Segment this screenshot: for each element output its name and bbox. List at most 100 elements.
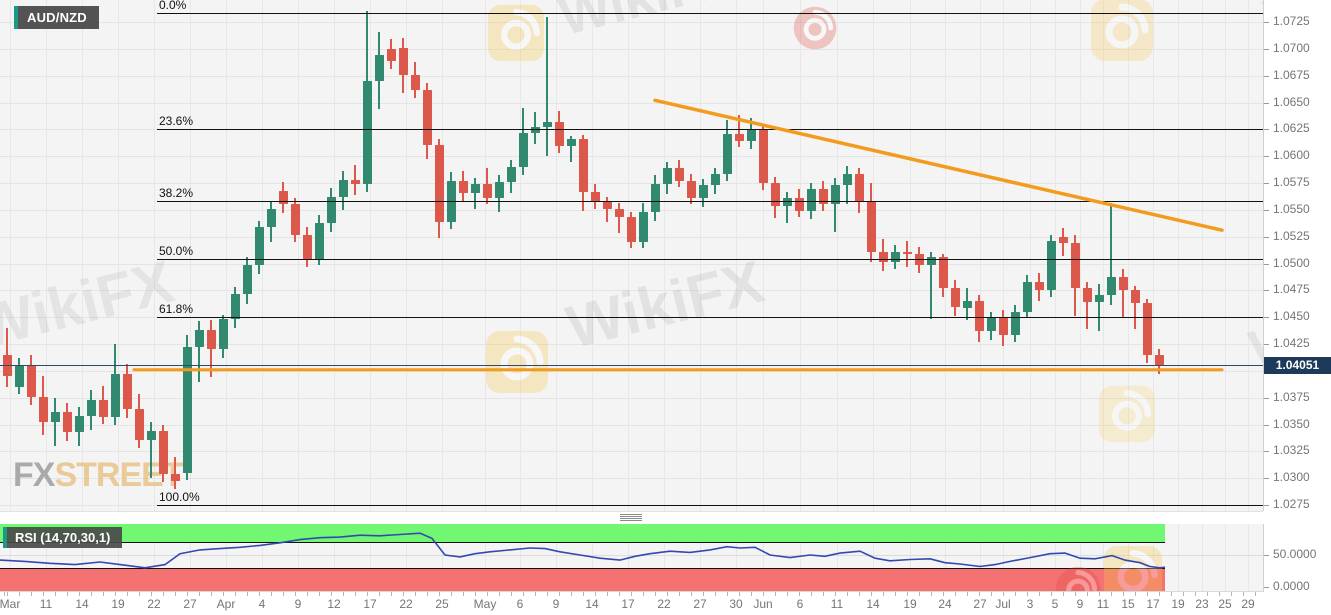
candle-up <box>963 301 972 308</box>
rsi-gridline-vertical <box>1202 524 1203 591</box>
rsi-polyline <box>0 532 1166 569</box>
gridline-horizontal <box>0 290 1263 292</box>
candle-down <box>867 202 876 252</box>
price-axis-label: 1.0625 <box>1273 121 1310 136</box>
candle-wick <box>174 456 176 489</box>
gridline-vertical <box>700 0 701 511</box>
gridline-horizontal <box>0 451 1263 453</box>
gridline-vertical <box>190 0 191 511</box>
fib-level-line <box>157 317 1263 319</box>
candle-down <box>855 174 864 203</box>
gridline-vertical <box>1030 0 1031 511</box>
rsi-gridline-vertical <box>910 524 911 591</box>
gridline-vertical <box>1225 0 1226 511</box>
rsi-gridline-vertical <box>800 524 801 591</box>
time-axis-label: 22 <box>399 597 413 611</box>
candle-down <box>735 133 744 142</box>
candle-down <box>903 251 912 254</box>
price-axis-label: 1.0350 <box>1273 416 1310 431</box>
rsi-pane[interactable]: RSI (14,70,30,1) <box>0 524 1264 592</box>
price-axis-label: 1.0475 <box>1273 282 1310 297</box>
candle-down <box>483 184 492 199</box>
wikifx-panda-icon <box>1090 0 1154 62</box>
time-axis-label: 11 <box>39 597 53 611</box>
gridline-vertical <box>873 0 874 511</box>
candle-up <box>363 81 372 185</box>
gridline-vertical <box>945 0 946 511</box>
candle-down <box>627 217 636 243</box>
fib-level-line <box>157 13 1263 15</box>
candle-wick <box>198 321 200 382</box>
candle-wick <box>474 177 476 209</box>
time-axis-label: 9 <box>1076 597 1084 611</box>
time-axis-label: Jul <box>995 597 1011 611</box>
candle-up <box>663 167 672 185</box>
gridline-horizontal <box>0 263 1263 265</box>
rsi-gridline-vertical <box>154 524 155 591</box>
candle-down <box>387 48 396 61</box>
candle-down <box>999 318 1008 336</box>
gridline-vertical <box>980 0 981 511</box>
candle-wick <box>786 191 788 223</box>
gridline-horizontal <box>0 102 1263 104</box>
time-axis-label: 19 <box>111 597 125 611</box>
rsi-gridline-vertical <box>118 524 119 591</box>
price-axis-tick <box>1264 290 1269 292</box>
rsi-gridline-vertical <box>334 524 335 591</box>
candle-up <box>51 411 60 423</box>
gridline-vertical <box>154 0 155 511</box>
price-axis-label: 1.0600 <box>1273 148 1310 163</box>
gridline-horizontal <box>0 183 1263 184</box>
time-axis-label: 30 <box>729 597 743 611</box>
price-axis-label: 1.0300 <box>1273 470 1310 485</box>
gridline-vertical <box>763 0 764 511</box>
price-axis-tick <box>1264 505 1269 506</box>
candle-up <box>339 179 348 197</box>
gridline-vertical <box>370 0 371 511</box>
time-axis-label: 23 <box>1195 597 1209 611</box>
time-axis-label: 17 <box>363 597 377 611</box>
time-axis-label: 22 <box>147 597 161 611</box>
time-axis-label: 6 <box>516 597 524 611</box>
rsi-gridline-vertical <box>370 524 371 591</box>
rsi-oversold-band <box>0 567 1165 591</box>
candle-down <box>1071 243 1080 289</box>
candle-down <box>27 365 36 397</box>
price-axis-label: 1.0450 <box>1273 309 1310 324</box>
candle-wick <box>930 251 932 320</box>
candle-up <box>87 399 96 416</box>
rsi-gridline-vertical <box>736 524 737 591</box>
candle-down <box>279 190 288 205</box>
candle-up <box>243 264 252 294</box>
candle-down <box>207 330 216 350</box>
instrument-label: AUD/NZD <box>27 10 87 25</box>
separator-grip-icon[interactable] <box>620 514 642 522</box>
time-axis-label: Jun <box>753 597 773 611</box>
candle-up <box>267 208 276 227</box>
time-axis-label: 17 <box>621 597 635 611</box>
gridline-vertical <box>1003 0 1004 511</box>
wikifx-watermark-text: WikiFX <box>553 0 742 48</box>
gridline-vertical <box>485 0 486 511</box>
candle-up <box>987 318 996 332</box>
time-axis-label: 27 <box>973 597 987 611</box>
time-axis[interactable]: Mar 11 14 19 22 27 Apr 4 9 12 17 22 25 May 6 9 14 17 22 27 3… <box>0 592 1263 615</box>
candle-down <box>435 145 444 222</box>
candle-up <box>567 138 576 147</box>
rsi-gridline-vertical <box>442 524 443 591</box>
wikifx-panda-icon <box>485 330 549 394</box>
last-price-line <box>0 365 1263 367</box>
rsi-gridline-vertical <box>1003 524 1004 591</box>
rsi-gridline-vertical <box>1225 524 1226 591</box>
price-axis[interactable]: 1.04051 1.0725 1.0700 1.0675 1.0650 1.0625 1.… <box>1264 0 1331 615</box>
time-axis-label: 25 <box>1218 597 1232 611</box>
gridline-vertical <box>592 0 593 511</box>
price-axis-tick <box>1264 75 1269 77</box>
candle-up <box>471 184 480 193</box>
candle-down <box>423 89 432 146</box>
candle-down <box>99 399 108 417</box>
candle-down <box>39 396 48 423</box>
rsi-gridline-vertical <box>945 524 946 591</box>
time-axis-label: 15 <box>1121 597 1135 611</box>
